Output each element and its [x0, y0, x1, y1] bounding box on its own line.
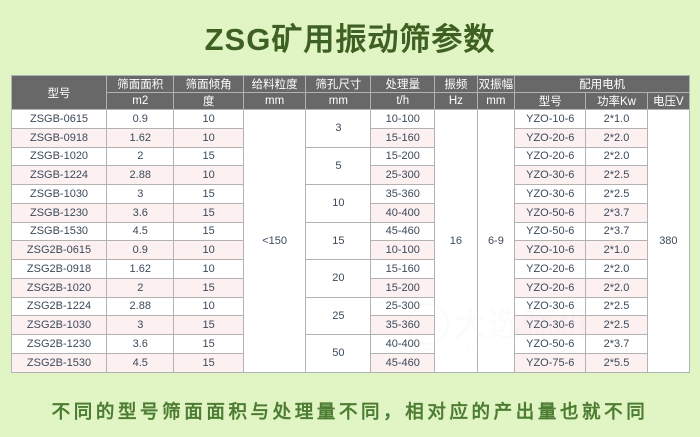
svg-text:DAXUAN: DAXUAN — [418, 343, 476, 355]
svg-text:大选筛机: 大选筛机 — [453, 306, 589, 344]
